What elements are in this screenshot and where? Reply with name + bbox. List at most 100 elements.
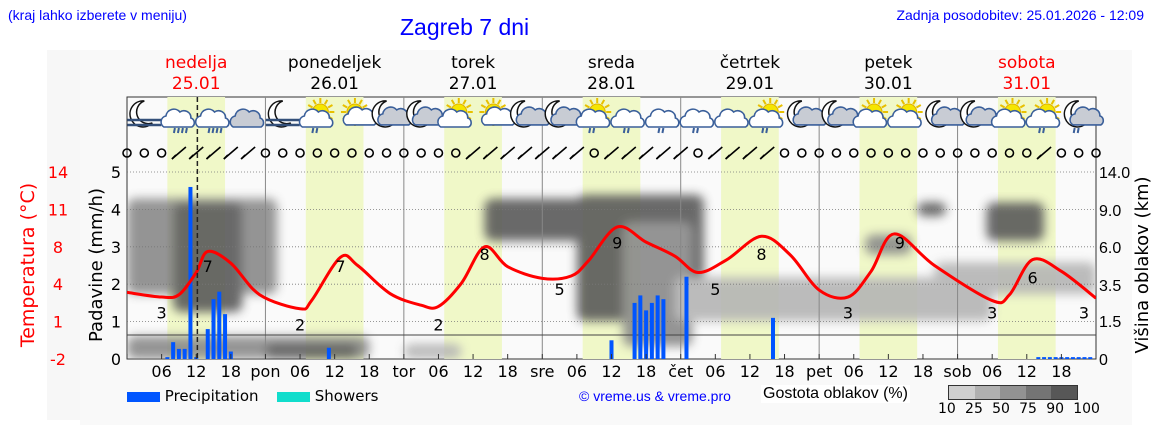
- precipitation-bar: [655, 295, 660, 359]
- sun-ray: [900, 99, 906, 105]
- x-tick-label: 18: [1051, 362, 1071, 381]
- wind-calm-icon: [987, 148, 997, 158]
- day-date: 29.01: [726, 74, 775, 94]
- precipitation-bar: [205, 329, 210, 359]
- day-name: ponedeljek: [288, 53, 382, 73]
- x-tick-label: tor: [393, 362, 416, 381]
- x-tick-label: 18: [359, 362, 379, 381]
- temperature-label: 3: [987, 304, 997, 323]
- temperature-tick-label: 11: [48, 200, 68, 219]
- cloud-blob: [674, 277, 993, 321]
- barb-flag: [482, 154, 488, 160]
- sun-ray: [589, 99, 594, 105]
- temperature-label: 7: [335, 257, 345, 276]
- legend-showers-label: Showers: [314, 387, 379, 405]
- sun-ray: [1034, 104, 1040, 109]
- x-tick-label: 06: [567, 362, 587, 381]
- sun-ray: [912, 99, 917, 105]
- cloud-scale-label: 100: [1073, 401, 1100, 417]
- precip-tick-label: 3: [111, 238, 121, 257]
- x-tick-label: 18: [221, 362, 241, 381]
- barb-flag: [725, 154, 731, 160]
- barb-flag: [655, 154, 661, 160]
- day-name: sreda: [588, 53, 635, 73]
- precipitation-bar: [171, 342, 176, 359]
- temperature-axis-strip: [47, 50, 80, 420]
- wind-barb-icon: [621, 146, 637, 160]
- sun-cloud-icon: [852, 98, 889, 128]
- sun-ray: [450, 99, 456, 105]
- temperature-tick-label: 8: [53, 238, 63, 257]
- wind-calm-icon: [1091, 148, 1101, 158]
- credit-link[interactable]: © vreme.us & vreme.pro: [579, 388, 731, 404]
- sun-ray: [777, 104, 783, 109]
- precip-tick-label: 1: [111, 313, 121, 332]
- barb-flag: [534, 154, 540, 160]
- x-tick-label: 18: [497, 362, 517, 381]
- sun-cloud-light-rain-icon: [575, 98, 612, 134]
- wind-calm-icon: [918, 148, 928, 158]
- cloud-density-label: Gostota oblakov (%): [761, 385, 910, 403]
- precipitation-bar: [644, 310, 649, 359]
- cloud-shape: [610, 108, 645, 128]
- precipitation-bar: [1042, 357, 1047, 359]
- wind-calm-icon: [277, 148, 288, 158]
- sun-ray: [773, 99, 779, 105]
- cloud-shape: [575, 108, 611, 128]
- cloud-blob: [484, 198, 589, 241]
- temperature-label: 3: [1079, 304, 1089, 323]
- moon-cloud-light-rain-icon: [1063, 100, 1105, 134]
- wind-barb-icon: [1036, 146, 1052, 160]
- precipitation-bar: [684, 276, 689, 359]
- cloud-scale-swatch: [1051, 386, 1077, 399]
- sun-ray: [915, 104, 922, 109]
- barb-flag: [188, 154, 194, 160]
- sun-ray: [881, 104, 887, 109]
- sun-ray: [877, 99, 882, 105]
- cloud-light-rain-icon: [644, 108, 680, 134]
- rain-drop: [765, 127, 769, 134]
- showers-swatch: [277, 391, 310, 402]
- rain-drop: [1038, 127, 1042, 134]
- precipitation-bar: [1070, 357, 1075, 359]
- wind-barb-icon: [205, 146, 222, 160]
- temperature-label: 3: [843, 304, 853, 323]
- wind-calm-icon: [347, 148, 357, 158]
- legend-precipitation: Precipitation: [127, 387, 259, 405]
- wind-calm-icon: [381, 148, 392, 158]
- rain-drop: [176, 127, 180, 134]
- cloud-scale-swatch: [1000, 386, 1026, 399]
- rain-drop: [696, 127, 699, 134]
- precipitation-bar: [632, 302, 637, 359]
- x-tick-label: 06: [982, 362, 1002, 381]
- wind-barb-icon: [552, 146, 568, 160]
- wind-barb-icon: [465, 146, 481, 160]
- cloud-shape: [714, 108, 749, 128]
- temperature-label: 3: [157, 304, 167, 323]
- rain-drop: [315, 127, 319, 134]
- sun-ray: [866, 99, 871, 105]
- precipitation-bar: [217, 291, 222, 359]
- last-updated: Zadnja posodobitev: 25.01.2026 - 12:09: [896, 7, 1144, 23]
- sun-ray: [604, 104, 610, 109]
- temperature-tick-label: 14: [48, 163, 68, 182]
- x-tick-label: 12: [324, 362, 344, 381]
- wind-calm-icon: [399, 148, 409, 158]
- barb-flag: [603, 154, 610, 160]
- wind-calm-icon: [295, 148, 305, 158]
- sun-ray: [342, 104, 348, 109]
- temperature-label: 2: [433, 315, 443, 334]
- wind-calm-icon: [260, 148, 271, 158]
- cloud-shape: [194, 108, 230, 128]
- sun-ray: [999, 104, 1006, 109]
- temperature-label: 8: [756, 245, 766, 264]
- sun-cloud-light-rain-icon: [748, 98, 785, 134]
- wind-barb-icon: [171, 146, 187, 160]
- wind-calm-icon: [433, 148, 444, 158]
- wind-barb-icon: [569, 146, 585, 160]
- rain-drop: [311, 127, 315, 134]
- rain-drop: [692, 127, 695, 134]
- wind-barb-icon: [725, 146, 741, 160]
- sun-ray: [362, 104, 368, 109]
- rain-drop: [215, 127, 219, 134]
